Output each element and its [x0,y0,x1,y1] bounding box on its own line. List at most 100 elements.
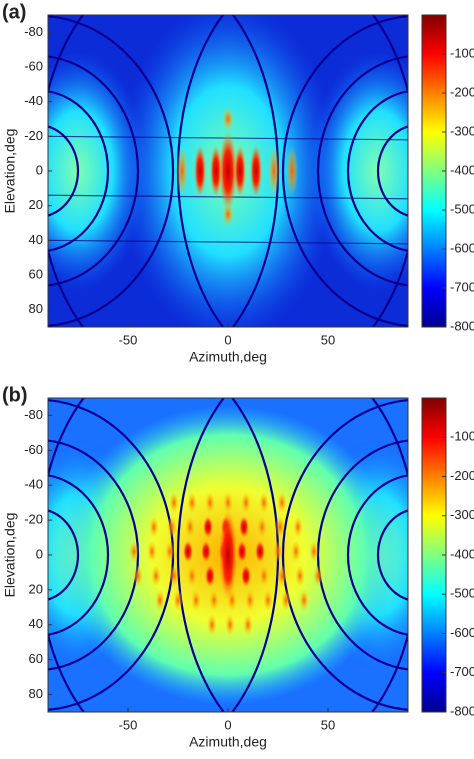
x-tick-label: -50 [119,717,138,732]
heatmap-lobe [295,564,305,587]
heatmap-lobe [219,510,237,600]
heatmap-arc [281,399,408,711]
heatmap-image [48,15,408,327]
heatmap-lobe [234,145,246,197]
colorbar-tick-label: -400 [450,546,474,561]
heatmap-lobe [210,145,222,197]
heatmap-lobe [219,131,237,211]
heatmap-lobe [176,145,188,197]
heatmap-lobe [155,589,165,612]
heatmap-lobe [151,564,161,587]
colorbar-tick-label: -800 [450,318,474,333]
heatmap-lobe [223,491,233,514]
y-tick-label: 80 [29,686,43,701]
heatmap-lobe [169,491,179,514]
heatmap-lobe [241,491,251,514]
x-tick-label: -50 [119,332,138,347]
colorbar-tick-label: -400 [450,162,474,177]
heatmap-lobe [133,564,143,587]
colorbar-tick-label: -700 [450,279,474,294]
heatmap-lobe [147,540,157,563]
heatmap-lobe [293,516,303,539]
heatmap-arc [48,125,80,217]
heatmap-lobe [245,589,255,612]
colorbar-tick-label: -600 [450,625,474,640]
colorbar-tick-label: -200 [450,468,474,483]
y-tick-label: 0 [36,546,43,561]
heatmap-lobe [203,516,213,539]
heatmap-arc [316,55,408,287]
y-tick-label: 40 [29,616,43,631]
heatmap-lobe [201,540,211,563]
colorbar-tick-label: -200 [450,84,474,99]
colorbar-tick-label: -300 [450,123,474,138]
heatmap-lobe [222,202,234,227]
panel-label: (a) [2,1,26,23]
heatmap-lobe [222,107,234,131]
heatmap-lobe [263,589,273,612]
y-tick-label: -20 [24,512,43,527]
heatmap-lobe [259,564,269,587]
heatmap-lobe [250,145,262,197]
y-tick-label: 0 [36,162,43,177]
heatmap-arc [48,509,80,601]
colorbar-tick-label: -500 [450,586,474,601]
heatmap-arc [346,474,408,636]
heatmap-lobe [207,613,217,636]
heatmap-lobe [257,516,267,539]
heatmap-lobe [187,491,197,514]
heatmap-lobe [259,491,269,514]
heatmap-lobe [273,540,283,563]
y-tick-label: -60 [24,58,43,73]
heatmap-arc [176,398,408,712]
heatmap-arc [48,474,110,636]
y-tick-label: 20 [29,197,43,212]
heatmap-lobe [129,540,139,563]
heatmap-lobe [167,516,177,539]
heatmap-lobe [313,564,323,587]
heatmap-lobe [225,613,235,636]
colorbar-tick-label: -100 [450,45,474,60]
y-axis-label: Elevation,deg [2,129,18,214]
heatmap-image [48,398,408,712]
panel-label: (b) [2,384,28,406]
heatmap-lobe [169,564,179,587]
heatmap-arc [346,90,408,252]
heatmap-lobe [275,516,285,539]
x-tick-label: 0 [224,332,231,347]
y-tick-label: 40 [29,232,43,247]
heatmap-lobe [241,564,251,587]
x-tick-label: 50 [321,332,335,347]
heatmap-lobe [187,564,197,587]
heatmap-lobe [239,516,249,539]
colorbar-tick-label: -100 [450,429,474,444]
heatmap-lobe [191,589,201,612]
heatmap-lobe [185,516,195,539]
y-tick-label: 80 [29,301,43,316]
heatmap-lobe [243,613,253,636]
y-tick-label: -40 [24,477,43,492]
heatmap-lobe [205,491,215,514]
heatmap-arc [48,55,140,287]
x-tick-label: 50 [321,717,335,732]
heatmap-lobe [291,540,301,563]
y-tick-label: -80 [24,407,43,422]
heatmap-lobe [165,540,175,563]
colorbar-tick-label: -800 [450,703,474,718]
y-tick-label: -60 [24,442,43,457]
heatmap-lobe [299,589,309,612]
heatmap-lobe [194,145,206,197]
heatmap-lobe [255,540,265,563]
colorbar-tick-label: -300 [450,507,474,522]
heatmap-lobe [173,589,183,612]
heatmap-lobe [277,564,287,587]
x-axis-label: Azimuth,deg [189,734,267,750]
y-tick-label: -40 [24,93,43,108]
x-axis-label: Azimuth,deg [189,349,267,365]
heatmap-arc [281,15,408,327]
heatmap-lobe [277,491,287,514]
heatmap-arc [48,15,175,327]
heatmap-arc [376,125,408,217]
heatmap-lobe [268,145,280,197]
